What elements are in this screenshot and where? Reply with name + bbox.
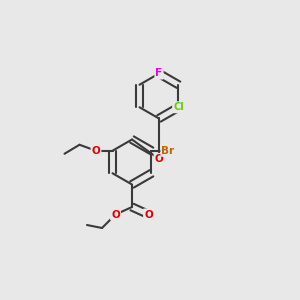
Text: F: F <box>155 68 163 79</box>
Text: Br: Br <box>161 146 175 156</box>
Text: O: O <box>111 209 120 220</box>
Text: O: O <box>144 209 153 220</box>
Text: Cl: Cl <box>173 102 184 112</box>
Text: O: O <box>154 154 164 164</box>
Text: O: O <box>92 146 100 156</box>
